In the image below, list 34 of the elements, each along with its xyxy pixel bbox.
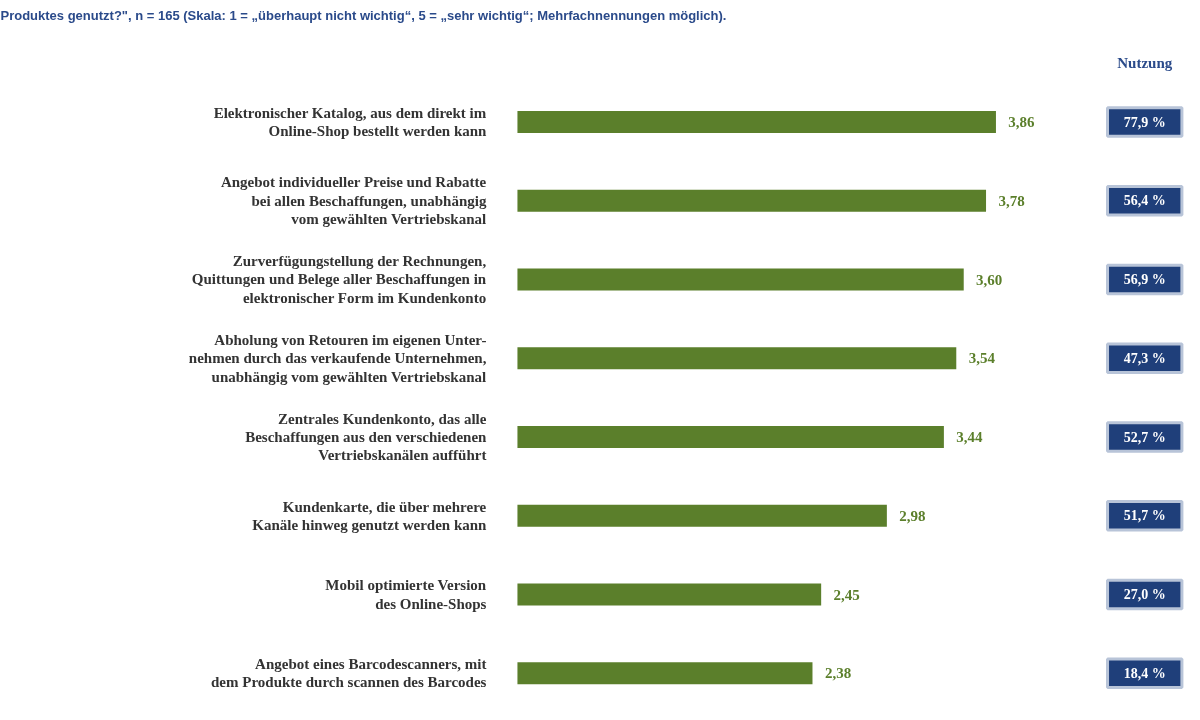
text: 77,9 % xyxy=(1123,114,1166,130)
data-label: 3,54 xyxy=(968,350,996,367)
bar xyxy=(517,347,957,370)
text: 52,7 % xyxy=(1123,429,1166,445)
text: Produktes genutzt?", n = 165 (Skala: 1 = „überhaupt nicht wichtig“, 5 = „sehr wichtig“; Mehrfachnennungen möglich). xyxy=(0,7,727,23)
y-tick-label: Elektronischer Katalog, aus dem direkt im Online-Shop bestellt werden kann xyxy=(213,104,488,140)
bar xyxy=(517,583,822,606)
text: 56,9 % xyxy=(1123,272,1166,287)
text: 56,4 % xyxy=(1123,193,1166,209)
y-tick-label: Zurverfügungstellung der Rechnungen, Quittungen und Belege aller Beschaffungen in elektronischer Form im Kundenkonto xyxy=(191,253,487,306)
data-label: 2,45 xyxy=(833,586,860,603)
y-tick-label: Abholung von Retouren im eigenen Unter- nehmen durch das verkaufende Unternehmen, unabhängig vom gewählten Vertriebskanal xyxy=(188,331,487,385)
text: 18,4 % xyxy=(1123,665,1166,681)
data-label: 3,60 xyxy=(976,271,1003,288)
bar xyxy=(517,662,813,685)
data-label: 2,38 xyxy=(824,665,852,682)
bar xyxy=(517,504,887,527)
y-tick-label: Mobil optimierte Version des Online-Shops xyxy=(325,577,487,612)
text: Nutzung xyxy=(1117,54,1173,71)
bar xyxy=(517,189,987,212)
text: 47,3 % xyxy=(1123,350,1166,366)
data-label: 3,78 xyxy=(998,192,1025,209)
bar xyxy=(517,425,944,449)
y-tick-label: Zentrales Kundenkonto, das alle Beschaffungen aus den verschiedenen Vertriebskanälen aufführt xyxy=(245,410,488,464)
y-tick-label: Kundenkarte, die über mehrere Kanäle hinweg genutzt werden kann xyxy=(252,498,488,533)
data-label: 3,44 xyxy=(956,429,984,445)
y-tick-label: Angebot eines Barcodescanners, mit dem Produkte durch scannen des Barcodes xyxy=(211,656,487,691)
text: 51,7 % xyxy=(1123,508,1166,524)
data-label: 3,86 xyxy=(1008,114,1036,130)
data-label: 2,98 xyxy=(899,507,926,524)
bar xyxy=(517,110,996,134)
bar xyxy=(517,268,964,291)
y-tick-label: Angebot individueller Preise und Rabatte bei allen Beschaffungen, unabhängig vom gewählten Vertriebskanal xyxy=(220,174,487,228)
text: 27,0 % xyxy=(1123,587,1166,602)
